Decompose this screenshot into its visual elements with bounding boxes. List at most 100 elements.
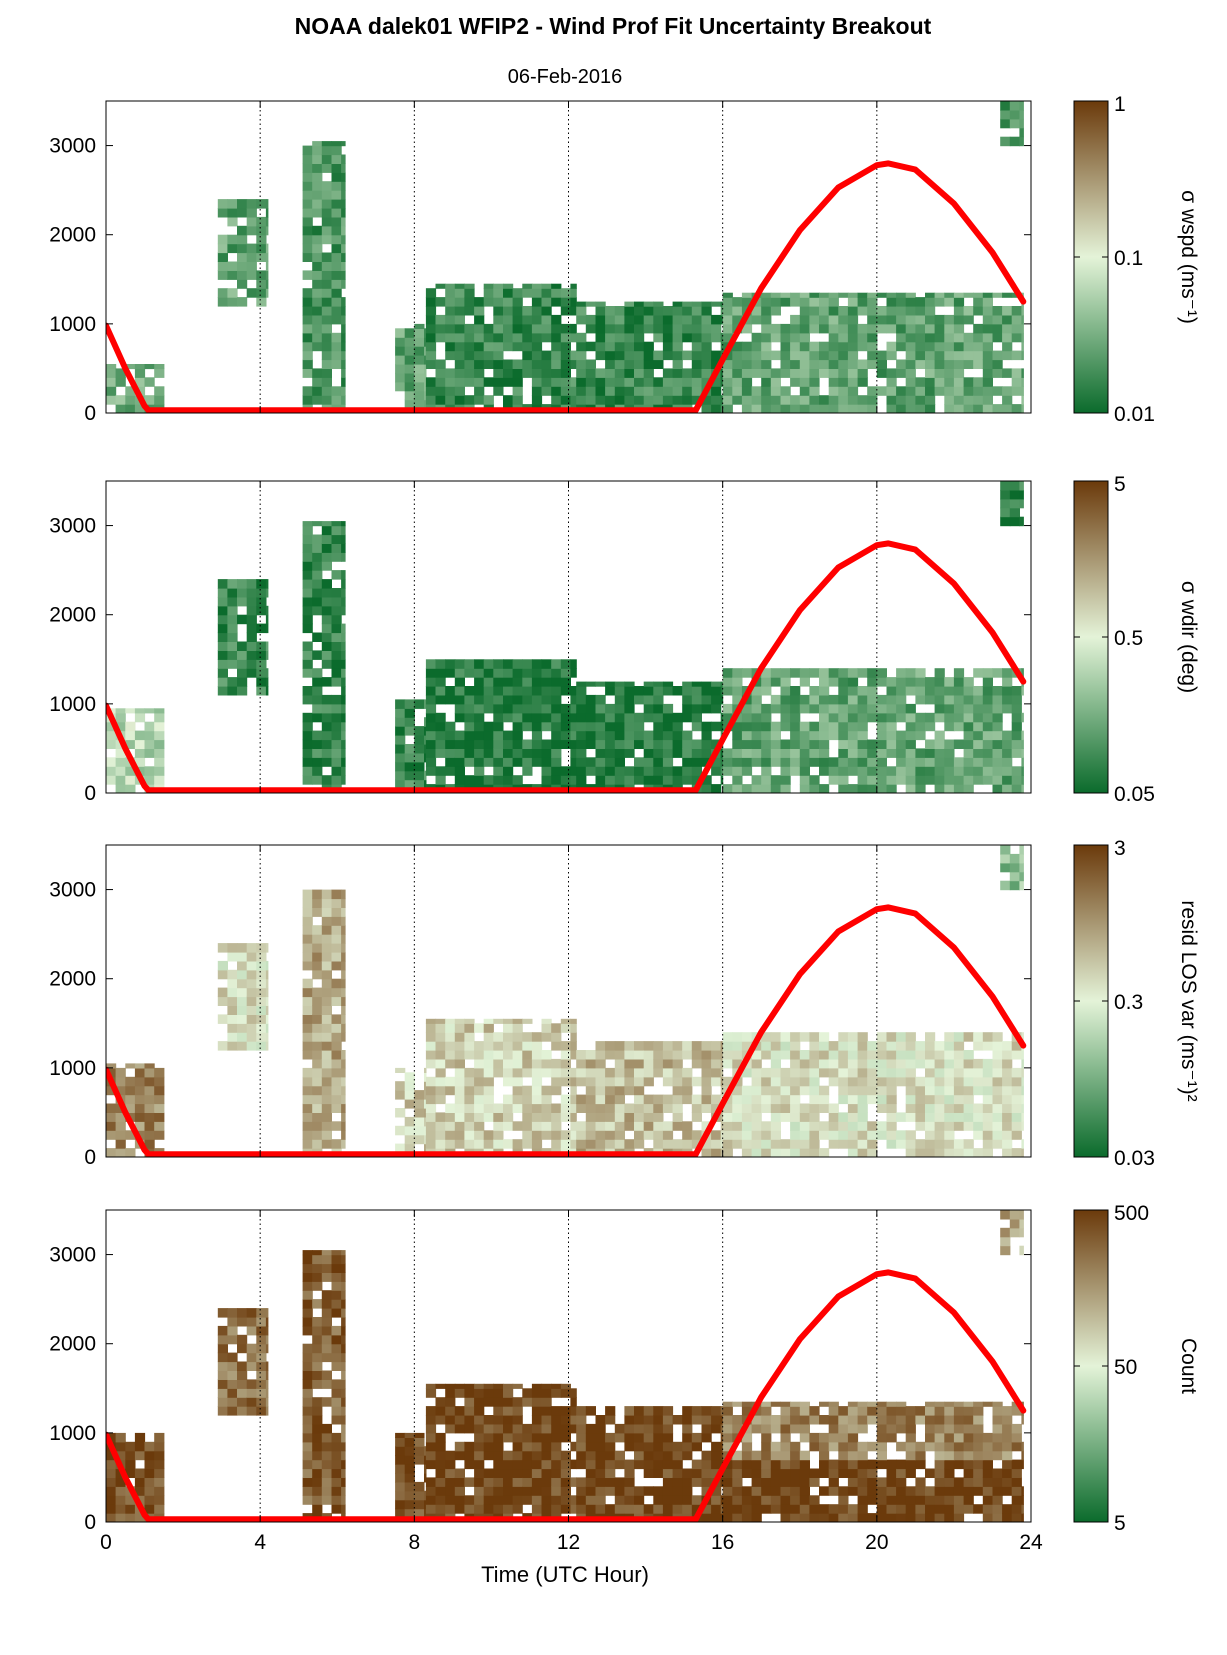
colorbar-tick-label: 0.03 <box>1114 1147 1155 1170</box>
heatmap-cell <box>722 1495 733 1505</box>
heatmap-cell <box>828 757 839 767</box>
heatmap-cell <box>770 1058 781 1069</box>
heatmap-cell <box>425 694 437 705</box>
heatmap-cell <box>819 323 830 334</box>
heatmap-cell <box>445 1468 456 1478</box>
heatmap-cell <box>741 1513 753 1522</box>
heatmap-cell <box>395 717 406 727</box>
heatmap-cell <box>237 668 248 678</box>
heatmap-cell <box>1002 1432 1013 1443</box>
heatmap-cell <box>302 1041 313 1051</box>
heatmap-cell <box>691 1041 702 1051</box>
heatmap-cell <box>605 766 616 776</box>
heatmap-cell <box>503 730 514 741</box>
heatmap-cell <box>425 323 437 334</box>
heatmap-cell <box>483 395 494 405</box>
heatmap-cell <box>227 208 238 218</box>
heatmap-cell <box>905 1450 916 1461</box>
heatmap-cell <box>1002 668 1013 678</box>
heatmap-cell <box>761 757 772 767</box>
heatmap-cell <box>425 1415 437 1425</box>
heatmap-cell <box>720 306 724 316</box>
heatmap-cell <box>809 341 820 352</box>
heatmap-cell <box>963 1401 974 1407</box>
heatmap-cell <box>321 614 332 625</box>
heatmap-cell <box>560 730 571 741</box>
heatmap-cell <box>770 677 781 687</box>
heatmap-cell <box>265 225 269 236</box>
heatmap-cell <box>722 1032 733 1042</box>
heatmap-cell <box>424 346 427 356</box>
heatmap-cell <box>217 668 228 678</box>
heatmap-cell <box>662 730 674 741</box>
heatmap-cell <box>331 978 342 989</box>
heatmap-cell <box>857 1415 868 1425</box>
heatmap-cell <box>624 1468 635 1478</box>
heatmap-cell <box>896 1401 907 1407</box>
heatmap-cell <box>732 341 743 352</box>
heatmap-cell <box>144 1504 155 1514</box>
heatmap-cell <box>751 748 762 758</box>
heatmap-cell <box>653 1050 664 1060</box>
heatmap-cell <box>454 1130 465 1140</box>
heatmap-cell <box>614 368 625 378</box>
heatmap-cell <box>691 1050 702 1060</box>
heatmap-cell <box>1021 1032 1024 1042</box>
heatmap-cell <box>741 1401 753 1407</box>
heatmap-cell <box>605 1432 616 1443</box>
heatmap-cell <box>331 916 342 926</box>
heatmap-cell <box>474 1041 485 1051</box>
heatmap-cell <box>512 775 523 785</box>
heatmap-cell <box>790 1032 801 1042</box>
heatmap-cell <box>799 694 810 705</box>
heatmap-cell <box>799 766 810 776</box>
heatmap-cell <box>227 969 238 980</box>
heatmap-cell <box>341 712 346 723</box>
heatmap-cell <box>722 306 733 316</box>
heatmap-cell <box>1019 1227 1024 1238</box>
heatmap-cell <box>404 1490 415 1501</box>
heatmap-cell <box>541 1121 552 1131</box>
heatmap-cell <box>809 386 820 396</box>
heatmap-cell <box>585 1486 596 1496</box>
heatmap-cell <box>321 1139 332 1149</box>
heatmap-cell <box>321 748 332 758</box>
heatmap-cell <box>445 659 456 669</box>
heatmap-cell <box>404 1090 415 1100</box>
heatmap-cell <box>828 1139 839 1149</box>
heatmap-cell <box>741 757 753 767</box>
heatmap-cell <box>1019 871 1024 882</box>
heatmap-cell <box>595 712 606 723</box>
heatmap-cell <box>531 332 543 343</box>
heatmap-cell <box>867 775 878 785</box>
heatmap-cell <box>1019 498 1024 509</box>
heatmap-cell <box>454 1121 465 1131</box>
heatmap-cell <box>125 1513 136 1522</box>
heatmap-cell <box>992 1085 1003 1096</box>
heatmap-cell <box>302 1281 313 1291</box>
heatmap-cell <box>711 1441 722 1452</box>
heatmap-cell <box>751 730 762 741</box>
heatmap-cell <box>265 216 269 227</box>
heatmap-cell <box>312 694 323 705</box>
heatmap-cell <box>227 650 238 660</box>
heatmap-cell <box>953 306 965 316</box>
heatmap-cell <box>341 721 346 732</box>
heatmap-cell <box>847 1032 859 1042</box>
heatmap-cell <box>761 721 772 732</box>
heatmap-cell <box>857 1103 868 1113</box>
heatmap-cell <box>522 332 533 343</box>
heatmap-cell <box>653 314 664 325</box>
heatmap-cell <box>312 969 323 980</box>
heatmap-cell <box>531 386 543 396</box>
heatmap-cell <box>934 1148 945 1157</box>
heatmap-cell <box>915 748 926 758</box>
heatmap-cell <box>585 377 596 387</box>
heatmap-cell <box>720 314 724 325</box>
heatmap-cell <box>614 350 625 361</box>
heatmap-cell <box>915 1076 926 1087</box>
heatmap-cell <box>1002 775 1013 785</box>
heatmap-cell <box>302 739 313 749</box>
heatmap-cell <box>331 225 342 236</box>
heatmap-cell <box>925 1486 936 1496</box>
